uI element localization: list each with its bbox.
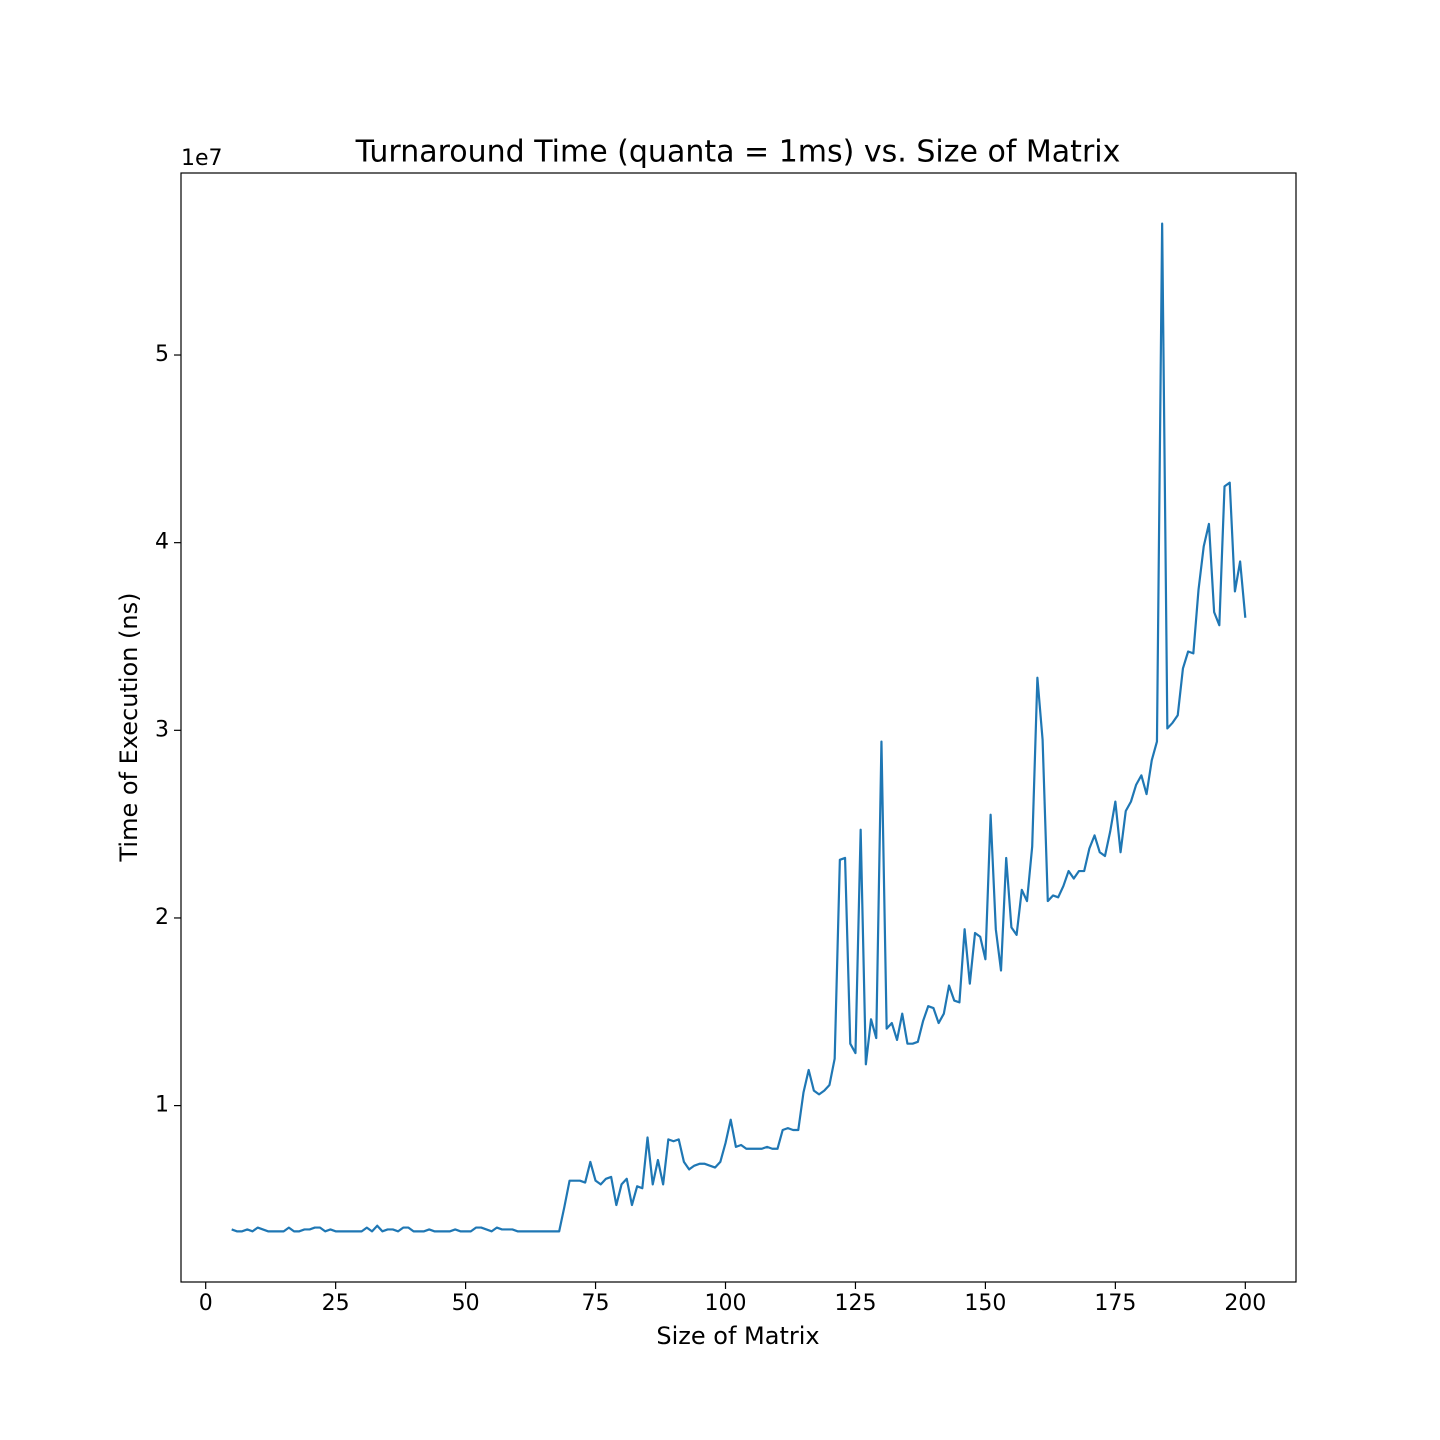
x-tick-label: 175 [1094,1291,1136,1316]
y-axis-label: Time of Execution (ns) [115,593,143,863]
y-tick-label: 3 [155,717,169,742]
y-offset-label: 1e7 [181,146,223,171]
x-tick-label: 25 [322,1291,350,1316]
x-tick-label: 75 [582,1291,610,1316]
x-tick-label: 0 [199,1291,213,1316]
y-tick-label: 1 [155,1093,169,1118]
plot-frame [180,172,1297,1283]
x-tick-label: 50 [452,1291,480,1316]
y-tick-label: 4 [155,530,169,555]
y-tick-label: 5 [155,342,169,367]
x-tick-label: 125 [834,1291,876,1316]
x-tick-label: 150 [964,1291,1006,1316]
x-tick-label: 100 [705,1291,747,1316]
y-tick-label: 2 [155,905,169,930]
data-line [231,222,1247,1233]
x-tick-label: 200 [1224,1291,1266,1316]
x-axis-label: Size of Matrix [656,1322,819,1350]
chart-title: Turnaround Time (quanta = 1ms) vs. Size … [355,135,1121,170]
